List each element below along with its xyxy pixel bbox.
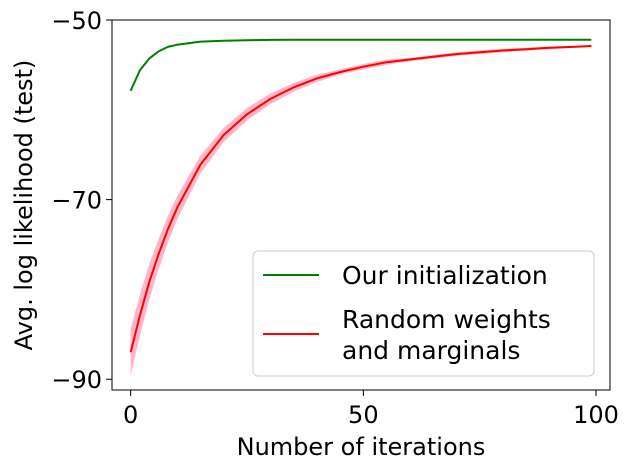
y-tick-label: −70 (51, 187, 102, 215)
legend-label-0: Our initialization (342, 261, 548, 290)
x-tick-label: 100 (573, 401, 619, 429)
series-1-line (129, 45, 592, 353)
plot-frame (111, 19, 611, 391)
legend-label-1: Random weights (342, 305, 551, 334)
y-tick-label: −50 (51, 7, 102, 35)
series-0-line (129, 38, 592, 92)
y-axis-title: Avg. log likelihood (test) (10, 60, 38, 351)
y-axis-ticks: −50 −70 −90 (51, 7, 112, 394)
x-axis-title: Number of iterations (237, 433, 486, 461)
legend-box (252, 250, 595, 377)
plot-area (129, 38, 592, 376)
legend-label-1: and marginals (342, 336, 520, 365)
x-axis-ticks: 0 50 100 (123, 390, 619, 429)
x-tick-label: 50 (348, 401, 379, 429)
x-tick-label: 0 (123, 401, 138, 429)
y-tick-label: −90 (51, 366, 102, 394)
